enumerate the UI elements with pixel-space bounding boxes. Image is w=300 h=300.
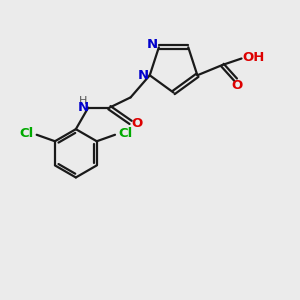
Text: Cl: Cl [19, 127, 34, 140]
Text: N: N [147, 38, 158, 52]
Text: O: O [131, 117, 143, 130]
Text: OH: OH [242, 50, 265, 64]
Text: O: O [231, 79, 242, 92]
Text: Cl: Cl [118, 127, 132, 140]
Text: H: H [79, 96, 87, 106]
Text: N: N [138, 69, 149, 82]
Text: N: N [77, 101, 88, 114]
